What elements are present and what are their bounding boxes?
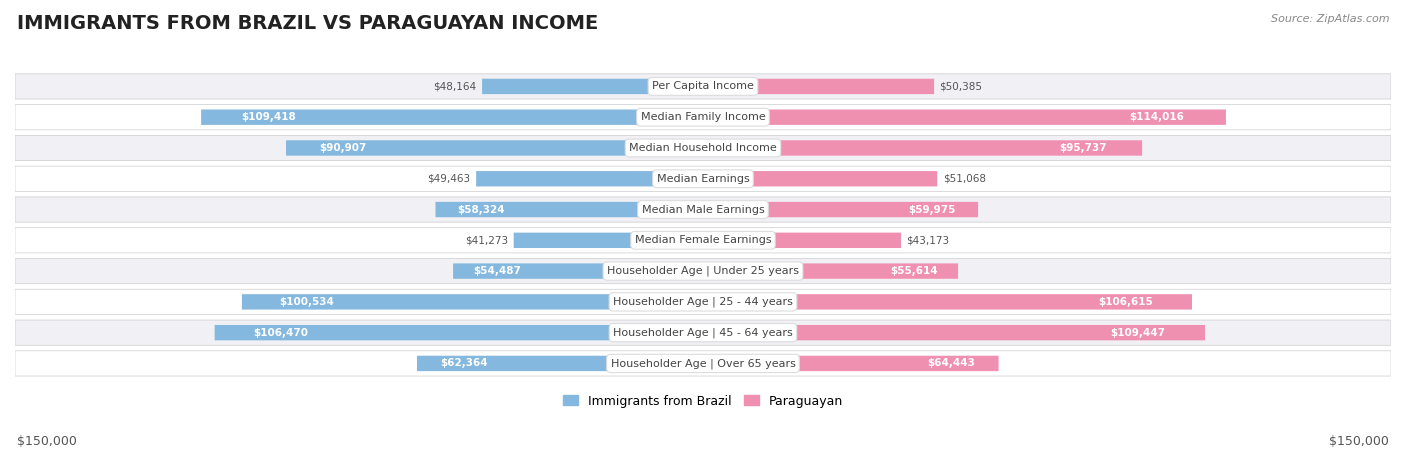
FancyBboxPatch shape bbox=[201, 110, 703, 125]
Text: Source: ZipAtlas.com: Source: ZipAtlas.com bbox=[1271, 14, 1389, 24]
FancyBboxPatch shape bbox=[436, 202, 703, 217]
Text: Householder Age | 25 - 44 years: Householder Age | 25 - 44 years bbox=[613, 297, 793, 307]
Text: $48,164: $48,164 bbox=[433, 81, 477, 92]
FancyBboxPatch shape bbox=[15, 320, 1391, 345]
Text: $100,534: $100,534 bbox=[278, 297, 333, 307]
FancyBboxPatch shape bbox=[15, 105, 1391, 130]
FancyBboxPatch shape bbox=[703, 79, 934, 94]
Text: $55,614: $55,614 bbox=[890, 266, 938, 276]
FancyBboxPatch shape bbox=[15, 228, 1391, 253]
FancyBboxPatch shape bbox=[15, 258, 1391, 284]
Text: Householder Age | 45 - 64 years: Householder Age | 45 - 64 years bbox=[613, 327, 793, 338]
Text: Householder Age | Over 65 years: Householder Age | Over 65 years bbox=[610, 358, 796, 368]
Text: $114,016: $114,016 bbox=[1129, 112, 1184, 122]
FancyBboxPatch shape bbox=[703, 356, 998, 371]
Text: $43,173: $43,173 bbox=[907, 235, 949, 245]
FancyBboxPatch shape bbox=[15, 289, 1391, 314]
Legend: Immigrants from Brazil, Paraguayan: Immigrants from Brazil, Paraguayan bbox=[558, 389, 848, 412]
Text: $150,000: $150,000 bbox=[17, 435, 77, 448]
FancyBboxPatch shape bbox=[453, 263, 703, 279]
Text: $62,364: $62,364 bbox=[440, 359, 488, 368]
Text: Median Household Income: Median Household Income bbox=[628, 143, 778, 153]
FancyBboxPatch shape bbox=[482, 79, 703, 94]
FancyBboxPatch shape bbox=[703, 110, 1226, 125]
FancyBboxPatch shape bbox=[15, 166, 1391, 191]
Text: $59,975: $59,975 bbox=[908, 205, 956, 214]
Text: $49,463: $49,463 bbox=[427, 174, 471, 184]
FancyBboxPatch shape bbox=[703, 294, 1192, 310]
FancyBboxPatch shape bbox=[703, 140, 1142, 156]
FancyBboxPatch shape bbox=[703, 171, 938, 186]
FancyBboxPatch shape bbox=[285, 140, 703, 156]
Text: $41,273: $41,273 bbox=[465, 235, 508, 245]
Text: $50,385: $50,385 bbox=[939, 81, 983, 92]
FancyBboxPatch shape bbox=[15, 351, 1391, 376]
Text: Median Male Earnings: Median Male Earnings bbox=[641, 205, 765, 214]
Text: Median Female Earnings: Median Female Earnings bbox=[634, 235, 772, 245]
Text: Per Capita Income: Per Capita Income bbox=[652, 81, 754, 92]
FancyBboxPatch shape bbox=[703, 233, 901, 248]
FancyBboxPatch shape bbox=[15, 197, 1391, 222]
Text: $150,000: $150,000 bbox=[1329, 435, 1389, 448]
FancyBboxPatch shape bbox=[703, 325, 1205, 340]
FancyBboxPatch shape bbox=[513, 233, 703, 248]
Text: $109,447: $109,447 bbox=[1109, 328, 1164, 338]
Text: Householder Age | Under 25 years: Householder Age | Under 25 years bbox=[607, 266, 799, 276]
Text: $54,487: $54,487 bbox=[472, 266, 522, 276]
FancyBboxPatch shape bbox=[703, 202, 979, 217]
Text: $51,068: $51,068 bbox=[943, 174, 986, 184]
Text: $90,907: $90,907 bbox=[319, 143, 367, 153]
FancyBboxPatch shape bbox=[703, 263, 957, 279]
FancyBboxPatch shape bbox=[477, 171, 703, 186]
Text: $106,615: $106,615 bbox=[1098, 297, 1153, 307]
FancyBboxPatch shape bbox=[215, 325, 703, 340]
Text: $58,324: $58,324 bbox=[457, 205, 505, 214]
Text: $106,470: $106,470 bbox=[253, 328, 309, 338]
FancyBboxPatch shape bbox=[15, 74, 1391, 99]
Text: $109,418: $109,418 bbox=[242, 112, 297, 122]
Text: IMMIGRANTS FROM BRAZIL VS PARAGUAYAN INCOME: IMMIGRANTS FROM BRAZIL VS PARAGUAYAN INC… bbox=[17, 14, 598, 33]
FancyBboxPatch shape bbox=[242, 294, 703, 310]
FancyBboxPatch shape bbox=[15, 135, 1391, 161]
Text: Median Family Income: Median Family Income bbox=[641, 112, 765, 122]
Text: $95,737: $95,737 bbox=[1059, 143, 1107, 153]
Text: $64,443: $64,443 bbox=[927, 359, 974, 368]
Text: Median Earnings: Median Earnings bbox=[657, 174, 749, 184]
FancyBboxPatch shape bbox=[418, 356, 703, 371]
